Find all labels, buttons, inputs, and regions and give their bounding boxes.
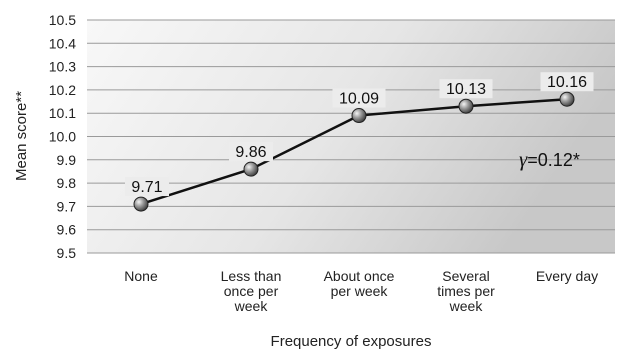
x-tick-label-line: None — [124, 268, 158, 284]
y-tick-label: 10.2 — [49, 82, 76, 98]
y-tick-label: 9.8 — [57, 175, 77, 191]
x-tick-label-line: Less than — [221, 268, 282, 284]
y-tick-label: 10.5 — [49, 12, 76, 28]
data-label-bg — [332, 88, 386, 108]
x-tick-label-line: Several — [442, 268, 489, 284]
data-label: 9.86 — [235, 144, 266, 161]
x-tick-label: Several times per week — [437, 268, 495, 314]
x-tick-label-line: Every day — [536, 268, 598, 284]
x-tick-label-line: once per — [224, 283, 279, 299]
x-tick-label-line: About once — [324, 268, 395, 284]
y-tick-label: 10.3 — [49, 59, 76, 75]
x-tick-label: None — [124, 268, 158, 284]
gamma-symbol: γ — [519, 147, 528, 171]
gamma-annotation: γ=0.12* — [519, 147, 580, 171]
y-tick-label: 9.6 — [57, 222, 77, 238]
data-point — [243, 161, 259, 177]
x-tick-label: Every day — [536, 268, 598, 284]
x-tick-label-line: week — [449, 298, 484, 314]
data-points — [133, 91, 575, 212]
x-tick-label-line: week — [234, 298, 269, 314]
gridlines — [87, 19, 615, 254]
y-axis-label: Mean score** — [13, 91, 30, 181]
x-tick-label-line: times per — [437, 283, 495, 299]
x-tick-label-line: per week — [331, 283, 389, 299]
data-point — [458, 98, 474, 114]
y-tick-label: 10.1 — [49, 105, 76, 121]
y-tick-label: 9.7 — [57, 198, 77, 214]
y-tick-label: 10.4 — [49, 35, 76, 51]
data-label: 10.16 — [547, 74, 587, 91]
data-label-bg — [229, 142, 273, 162]
data-label-bg — [125, 177, 169, 197]
x-tick-label: About once per week — [324, 268, 395, 299]
y-tick-label: 10.0 — [49, 129, 76, 145]
y-tick-label: 9.5 — [57, 245, 77, 261]
gamma-value: =0.12* — [527, 150, 580, 170]
data-point — [351, 108, 367, 124]
y-tick-label: 9.9 — [57, 152, 77, 168]
data-label-bg — [439, 79, 493, 99]
x-tick-label: Less than once per week — [221, 268, 282, 314]
x-axis-label: Frequency of exposures — [271, 333, 432, 350]
data-labels: 9.71 9.86 10.09 10.13 10.16 — [125, 72, 594, 197]
y-axis-ticks: 9.5 9.6 9.7 9.8 9.9 10.0 10.1 10.2 10.3 10.4 10.5 — [49, 12, 76, 261]
data-label: 9.71 — [131, 179, 162, 196]
data-label-bg — [540, 72, 594, 92]
data-label: 10.09 — [339, 91, 379, 108]
data-label: 10.13 — [446, 81, 486, 98]
data-point — [559, 91, 575, 107]
data-point — [133, 196, 149, 212]
